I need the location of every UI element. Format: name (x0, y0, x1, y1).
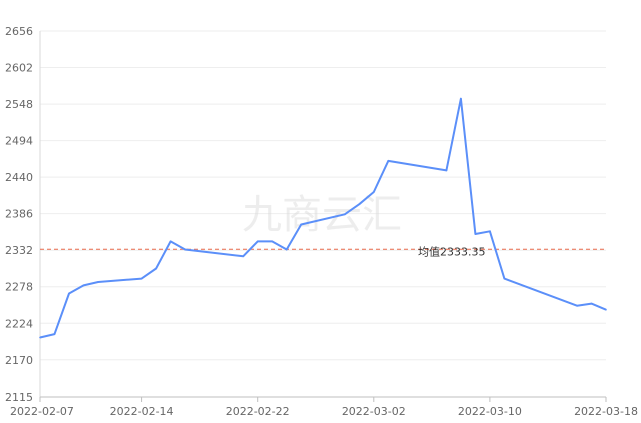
data-point (53, 333, 56, 335)
mean-line-label: 均值2333.35 (418, 245, 486, 258)
watermark: 九商云汇 (242, 192, 402, 238)
series-group (39, 97, 607, 339)
data-point (256, 240, 259, 243)
data-point (97, 281, 99, 283)
y-tick-label: 2602 (5, 62, 33, 75)
data-point (590, 302, 593, 305)
x-tick-label: 2022-03-18 (574, 405, 638, 418)
data-point (169, 240, 172, 243)
y-tick-label: 2440 (5, 171, 33, 184)
y-tick-label: 2548 (5, 98, 33, 111)
data-point (503, 277, 506, 280)
y-tick-label: 2386 (5, 208, 33, 221)
x-tick-label: 2022-02-07 (10, 405, 74, 418)
data-point (155, 267, 157, 270)
y-tick-label: 2656 (5, 25, 33, 38)
data-point (242, 255, 244, 258)
y-axis: 2115 2170 2224 2278 2332 2386 2440 2494 2548 2602… (5, 25, 41, 404)
y-tick-label: 2170 (5, 354, 33, 367)
mean-line-group: 均值2333.35 (40, 245, 606, 258)
grid-lines (40, 30, 606, 398)
data-point (373, 191, 375, 193)
data-point (474, 233, 477, 235)
x-tick-label: 2022-02-22 (226, 405, 290, 418)
data-point (445, 169, 448, 172)
data-point (300, 223, 303, 226)
data-point (39, 336, 41, 339)
y-tick-label: 2494 (5, 135, 33, 148)
data-point (140, 277, 143, 280)
y-tick-label: 2224 (5, 317, 33, 330)
data-point (68, 292, 70, 295)
y-tick-label: 2278 (5, 281, 33, 294)
data-point (344, 213, 346, 216)
x-tick-label: 2022-02-14 (110, 405, 174, 418)
data-point (576, 304, 578, 307)
data-point (271, 240, 274, 243)
x-axis: 2022-02-07 2022-02-14 2022-02-22 2022-03-02… (10, 396, 638, 418)
data-point (460, 97, 462, 100)
data-point (605, 308, 607, 311)
data-point (387, 160, 390, 162)
x-tick-label: 2022-03-02 (342, 405, 406, 418)
series-line (39, 97, 607, 339)
data-point (358, 203, 361, 205)
data-point (184, 248, 186, 251)
y-tick-label: 2332 (5, 244, 33, 257)
data-point (82, 284, 85, 287)
y-tick-label: 2115 (5, 391, 33, 404)
x-tick-label: 2022-03-10 (458, 405, 522, 418)
data-point (489, 230, 491, 233)
data-point (285, 248, 288, 251)
